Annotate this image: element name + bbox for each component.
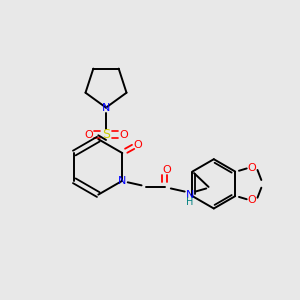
- Text: O: O: [163, 165, 171, 175]
- Text: O: O: [133, 140, 142, 150]
- Text: N: N: [102, 103, 110, 112]
- Text: S: S: [102, 128, 110, 141]
- Text: N: N: [118, 176, 127, 186]
- Text: O: O: [119, 130, 128, 140]
- Text: O: O: [84, 130, 93, 140]
- Text: H: H: [186, 197, 194, 207]
- Text: O: O: [248, 163, 256, 173]
- Text: N: N: [186, 190, 194, 200]
- Text: O: O: [248, 195, 256, 205]
